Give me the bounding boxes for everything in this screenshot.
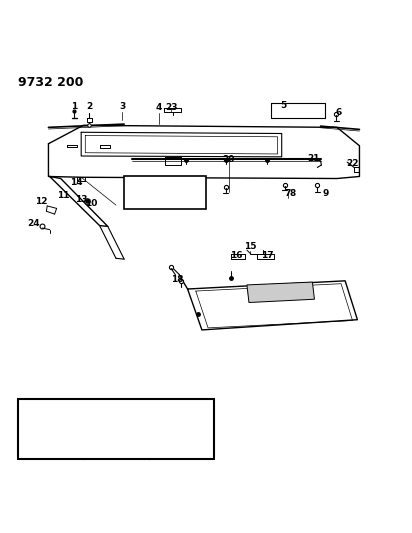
Text: 3: 3 xyxy=(119,102,125,111)
Text: 11: 11 xyxy=(57,191,70,200)
Text: 8: 8 xyxy=(290,189,296,198)
Text: 21: 21 xyxy=(174,450,187,459)
Text: 7: 7 xyxy=(285,189,291,198)
Text: 20: 20 xyxy=(109,450,122,459)
Text: 19: 19 xyxy=(43,450,56,459)
Text: 14: 14 xyxy=(70,177,82,187)
Text: 16: 16 xyxy=(230,252,243,260)
Text: 19: 19 xyxy=(159,201,171,211)
Text: 17: 17 xyxy=(261,252,274,260)
Text: 18: 18 xyxy=(171,275,184,284)
Text: 12: 12 xyxy=(35,197,48,206)
Text: 10: 10 xyxy=(85,199,98,208)
Text: 5: 5 xyxy=(281,101,287,110)
Text: 4: 4 xyxy=(156,103,162,112)
Text: 1: 1 xyxy=(71,102,77,111)
Text: 15: 15 xyxy=(244,243,256,252)
Bar xyxy=(124,176,206,209)
Text: 24: 24 xyxy=(27,219,40,228)
Text: 22: 22 xyxy=(346,159,359,168)
Text: 20: 20 xyxy=(222,155,235,164)
Polygon shape xyxy=(247,282,314,303)
Bar xyxy=(18,400,214,459)
Text: 9: 9 xyxy=(322,189,329,198)
Text: 13: 13 xyxy=(75,195,87,204)
Text: 23: 23 xyxy=(165,103,178,112)
Text: 9732 200: 9732 200 xyxy=(18,76,83,89)
Text: 2: 2 xyxy=(86,102,93,111)
Text: 6: 6 xyxy=(336,108,342,117)
Text: 21: 21 xyxy=(307,154,319,163)
